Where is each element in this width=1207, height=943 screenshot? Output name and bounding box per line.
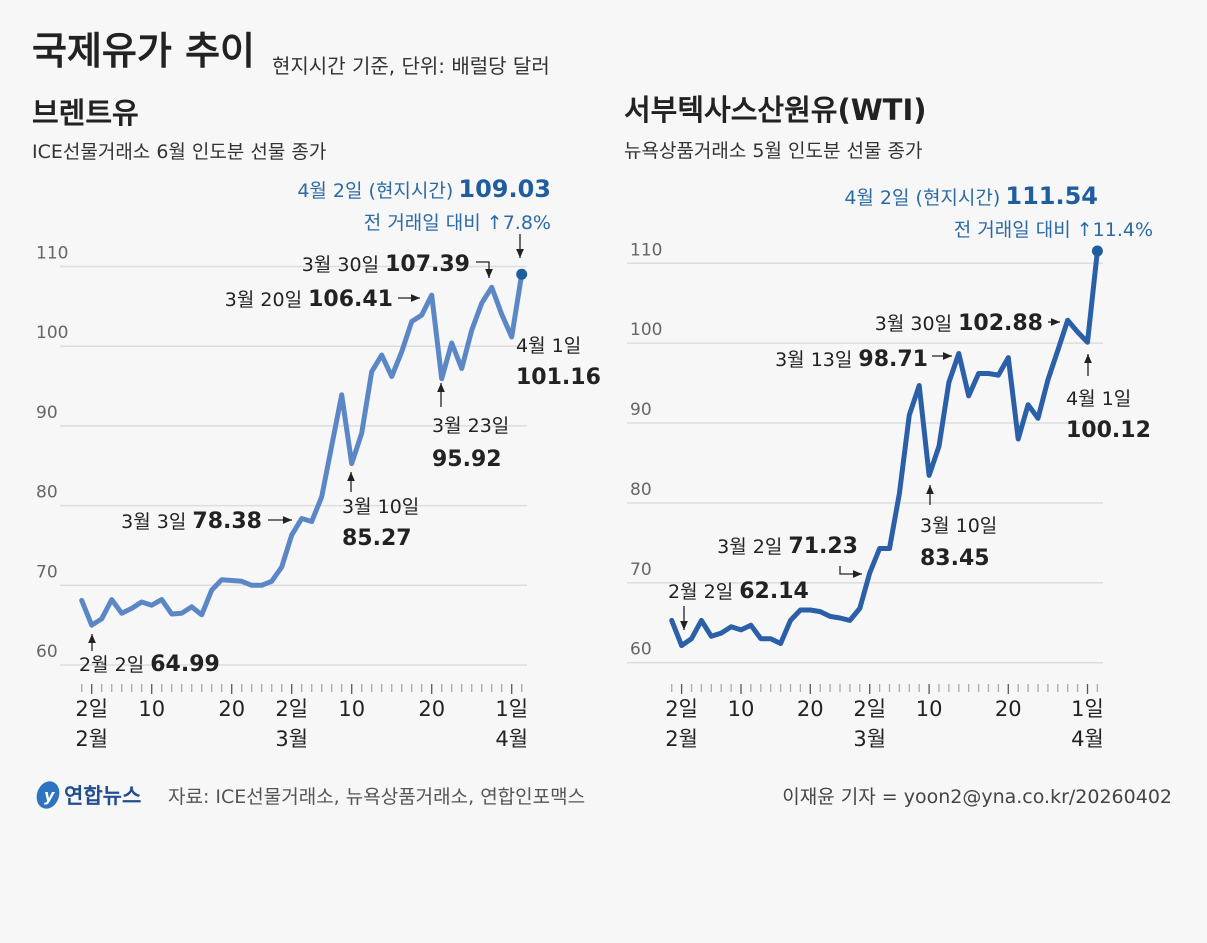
wti-title: 서부텍사스산원유(WTI) xyxy=(624,93,927,127)
brent-ann-mar3: 3월 3일 78.38 xyxy=(121,509,262,534)
brent-subtitle: ICE선물거래소 6월 인도분 선물 종가 xyxy=(32,141,326,163)
brent-xtick-label: 2일 xyxy=(75,697,108,721)
wti-headline-date: 4월 2일 (현지시간) xyxy=(844,187,1000,209)
page-title: 국제유가 추이 xyxy=(32,29,255,73)
wti-latest-point xyxy=(1091,245,1103,257)
brent-ytick-label: 100 xyxy=(36,323,68,343)
wti-ytick-label: 80 xyxy=(630,480,652,500)
arrow-icon xyxy=(476,261,493,278)
source-text: 자료: ICE선물거래소, 뉴욕상품거래소, 연합인포맥스 xyxy=(168,786,585,808)
svg-text:y: y xyxy=(44,786,55,805)
brent-xtick-label: 2일 xyxy=(275,697,308,721)
brent-ann-apr1-date: 4월 1일 xyxy=(516,335,581,357)
wti-ytick-label: 70 xyxy=(630,560,652,580)
brent-ytick-label: 110 xyxy=(36,244,68,264)
wti-price-line xyxy=(669,248,1100,649)
brent-latest-point xyxy=(516,268,528,280)
wti-ann-mar2: 3월 2일 71.23 xyxy=(717,534,858,559)
logo-text: 연합뉴스 xyxy=(64,784,141,808)
brent-headline-value: 109.03 xyxy=(458,175,551,203)
wti-ann-mar13: 3월 13일 98.71 xyxy=(775,347,928,372)
brent-xtick-label: 20 xyxy=(218,697,245,721)
wti-xtick-label: 10 xyxy=(728,697,755,721)
wti-ann-apr1-value: 100.12 xyxy=(1066,418,1151,443)
wti-subtitle: 뉴욕상품거래소 5월 인도분 선물 종가 xyxy=(624,140,922,162)
brent-ann-mar10-date: 3월 10일 xyxy=(342,496,419,518)
brent-month-label: 3월 xyxy=(275,727,308,751)
wti-xtick-label: 1일 xyxy=(1071,697,1104,721)
wti-headline: 4월 2일 (현지시간) 111.54 xyxy=(844,182,1098,210)
brent-ann-mar23-date: 3월 23일 xyxy=(432,415,509,437)
wti-headline-value: 111.54 xyxy=(1005,182,1098,210)
brent-ann-mar23-value: 95.92 xyxy=(432,447,502,472)
wti-month-label: 3월 xyxy=(853,727,886,751)
brent-xtick-label: 10 xyxy=(338,697,365,721)
credit-text: 이재윤 기자 = yoon2@yna.co.kr/20260402 xyxy=(782,786,1172,808)
wti-headline-change: 전 거래일 대비 ↑11.4% xyxy=(954,219,1153,241)
page-subtitle: 현지시간 기준, 단위: 배럴당 달러 xyxy=(272,54,550,78)
wti-xtick-label: 2일 xyxy=(665,697,698,721)
wti-ann-feb2: 2월 2일 62.14 xyxy=(668,579,809,604)
wti-xtick-label: 10 xyxy=(916,697,943,721)
brent-xtick-label: 20 xyxy=(418,697,445,721)
brent-title: 브렌트유 xyxy=(32,96,139,130)
brent-ytick-label: 90 xyxy=(36,403,58,423)
brent-ann-mar30: 3월 30일 107.39 xyxy=(302,252,470,277)
brent-ann-apr1-value: 101.16 xyxy=(516,365,601,390)
wti-ytick-label: 100 xyxy=(630,320,662,340)
brent-ytick-label: 70 xyxy=(36,562,58,582)
brent-ann-mar20: 3월 20일 106.41 xyxy=(225,287,393,312)
brent-ytick-label: 60 xyxy=(36,642,58,662)
wti-ytick-label: 90 xyxy=(630,400,652,420)
wti-ytick-label: 110 xyxy=(630,240,662,260)
wti-ann-apr1-date: 4월 1일 xyxy=(1066,388,1131,410)
wti-ann-mar10-date: 3월 10일 xyxy=(920,515,997,537)
wti-ytick-label: 60 xyxy=(630,640,652,660)
brent-headline: 4월 2일 (현지시간) 109.03 xyxy=(297,175,551,203)
brent-headline-change: 전 거래일 대비 ↑7.8% xyxy=(364,212,551,234)
brent-month-label: 2월 xyxy=(75,727,108,751)
wti-month-label: 4월 xyxy=(1071,727,1104,751)
brent-ann-mar10-value: 85.27 xyxy=(342,526,412,551)
brent-headline-date: 4월 2일 (현지시간) xyxy=(297,180,453,202)
wti-ann-mar10-value: 83.45 xyxy=(920,546,990,571)
wti-chart: 60 70 80 90 100 110 2일 2월 10 20 2일 3월 10 20 1일 4월 xyxy=(627,240,1104,751)
brent-chart: 60 70 80 90 100 110 2일 2월 10 20 2일 3월 10 20 1일 4월 xyxy=(36,244,528,752)
wti-xtick-label: 20 xyxy=(995,697,1022,721)
brent-ann-feb2: 2월 2일 64.99 xyxy=(79,652,220,677)
brent-ytick-label: 80 xyxy=(36,483,58,503)
wti-xtick-label: 2일 xyxy=(853,697,886,721)
logo-icon xyxy=(36,781,60,809)
brent-month-label: 4월 xyxy=(495,727,528,751)
wti-xtick-label: 20 xyxy=(797,697,824,721)
brent-xtick-label: 10 xyxy=(138,697,165,721)
yonhap-logo: y 연합뉴스 xyxy=(36,781,141,809)
arrow-icon xyxy=(839,566,862,578)
brent-xtick-label: 1일 xyxy=(495,697,528,721)
wti-ann-mar30: 3월 30일 102.88 xyxy=(875,311,1043,336)
wti-month-label: 2월 xyxy=(665,727,698,751)
